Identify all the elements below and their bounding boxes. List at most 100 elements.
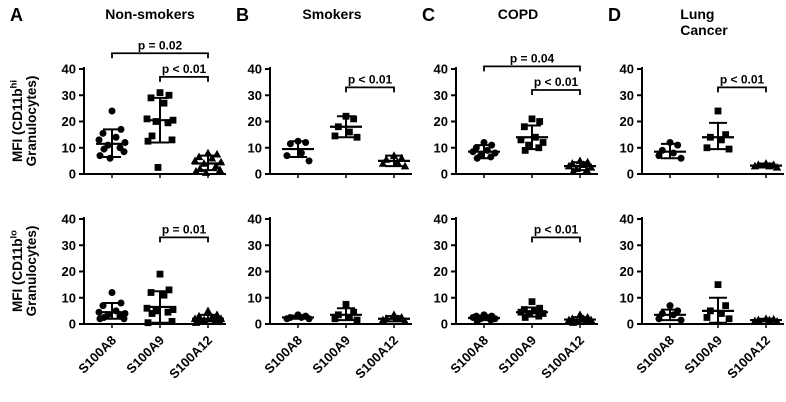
panel-B: B Smokers 0 10 20 30 40 p < 0.01 0 10 20 30 40 S10… <box>228 0 414 402</box>
data-point-square <box>714 281 722 289</box>
data-point-circle <box>283 152 291 160</box>
chart-C-cd11b-hi: 0 10 20 30 40 p = 0.04 p < 0.01 <box>434 51 598 182</box>
chart-A-cd11b-lo: 0 10 20 30 40 p = 0.01 S100A8 S100A9 S100A12 <box>62 212 226 381</box>
chart-C-cd11b-lo: 0 10 20 30 40 p < 0.01 S100A8 S100A9 S100A12 <box>434 212 598 381</box>
y-tick-label: 0 <box>441 167 448 182</box>
significance-bracket <box>531 236 581 243</box>
y-tick-label: 10 <box>434 140 448 155</box>
significance-bracket <box>345 86 395 93</box>
y-tick-label: 40 <box>62 62 76 77</box>
p-value-label: p < 0.01 <box>534 222 579 236</box>
data-point-square <box>528 115 536 123</box>
y-tick-label: 40 <box>248 212 262 227</box>
panel-letter-B: B <box>236 5 249 25</box>
significance-bracket <box>159 75 209 82</box>
y-tick-label: 20 <box>248 114 262 129</box>
data-point-circle <box>96 315 104 323</box>
y-tick-label: 20 <box>62 264 76 279</box>
data-point-triangle <box>191 318 201 326</box>
y-tick-label: 40 <box>434 212 448 227</box>
data-point-circle <box>100 145 108 153</box>
data-point-triangle <box>211 161 221 170</box>
x-category-label: S100A12 <box>724 333 773 382</box>
data-point-square <box>331 315 339 323</box>
panel-title-A: Non-smokers <box>60 6 240 22</box>
panel-letter-C: C <box>422 5 435 25</box>
data-point-square <box>154 164 162 171</box>
panel-title-C: COPD <box>428 6 608 22</box>
y-tick-label: 10 <box>248 290 262 305</box>
data-point-circle <box>487 153 495 161</box>
x-category-label: S100A8 <box>261 333 305 377</box>
panel-letter-A: A <box>10 5 23 25</box>
y-tick-label: 30 <box>248 88 262 103</box>
panel-title-B-line1: Smokers <box>302 6 362 22</box>
data-point-square <box>165 286 173 294</box>
data-point-square <box>539 139 547 146</box>
panel-title-C-line1: COPD <box>497 6 539 22</box>
data-point-square <box>346 314 353 321</box>
y-tick-label: 0 <box>69 167 76 182</box>
data-point-circle <box>305 157 313 165</box>
y-tick-label: 20 <box>248 264 262 279</box>
data-point-square <box>147 289 155 296</box>
data-point-square <box>703 314 711 321</box>
data-point-square <box>160 291 168 299</box>
data-point-square <box>168 136 176 144</box>
y-tick-label: 20 <box>620 114 634 129</box>
y-axis-title-line2: Granulocytes) <box>23 75 39 167</box>
data-point-circle <box>677 316 685 324</box>
y-tick-label: 30 <box>434 238 448 253</box>
y-tick-label: 30 <box>62 238 76 253</box>
data-point-square <box>144 319 152 327</box>
y-tick-label: 0 <box>69 317 76 332</box>
x-category-label: S100A9 <box>309 333 353 377</box>
panel-D-header: D Lung Cancer <box>600 0 786 38</box>
panel-A-header: A Non-smokers <box>0 0 228 34</box>
significance-bracket <box>717 86 767 93</box>
data-point-circle <box>120 315 128 323</box>
y-tick-label: 10 <box>248 140 262 155</box>
panel-title-D: Lung Cancer <box>614 6 786 38</box>
data-point-square <box>165 91 173 99</box>
significance-bracket <box>483 65 581 72</box>
y-tick-label: 30 <box>620 238 634 253</box>
y-tick-label: 0 <box>255 167 262 182</box>
p-value-label: p = 0.01 <box>162 222 207 236</box>
data-point-square <box>148 310 156 317</box>
y-tick-label: 10 <box>620 140 634 155</box>
data-point-circle <box>121 139 129 146</box>
data-point-square <box>164 119 172 127</box>
y-tick-label: 40 <box>62 212 76 227</box>
data-point-circle <box>95 136 103 144</box>
data-point-square <box>536 118 544 125</box>
y-tick-label: 30 <box>248 238 262 253</box>
significance-bracket <box>531 89 581 95</box>
data-point-triangle <box>207 153 217 162</box>
data-point-triangle <box>772 163 782 171</box>
data-point-square <box>722 131 730 139</box>
data-point-square <box>346 128 353 136</box>
data-point-square <box>353 316 361 324</box>
data-point-triangle <box>191 166 201 175</box>
chart-B-cd11b-hi: 0 10 20 30 40 p < 0.01 <box>248 62 412 182</box>
data-point-square <box>520 123 528 131</box>
y-axis-title-top-row: MFI (CD11bhi Granulocytes) <box>8 75 39 167</box>
y-tick-label: 40 <box>248 62 262 77</box>
data-point-square <box>718 136 725 144</box>
data-point-circle <box>99 129 107 137</box>
data-point-square <box>350 308 358 316</box>
data-point-square <box>160 99 168 107</box>
p-value-label: p < 0.01 <box>348 72 393 86</box>
y-tick-label: 10 <box>62 290 76 305</box>
data-point-circle <box>108 289 116 296</box>
x-category-label: S100A8 <box>633 333 677 377</box>
data-point-square <box>517 136 525 144</box>
data-point-triangle <box>397 153 406 162</box>
panel-D: D Lung Cancer 0 10 20 30 40 p < 0.01 0 10 20 30 4… <box>600 0 786 402</box>
x-category-label: S100A9 <box>495 333 539 377</box>
y-tick-label: 20 <box>620 264 634 279</box>
y-tick-label: 40 <box>434 62 448 77</box>
p-value-label: p < 0.01 <box>534 75 579 89</box>
y-tick-label: 0 <box>441 317 448 332</box>
